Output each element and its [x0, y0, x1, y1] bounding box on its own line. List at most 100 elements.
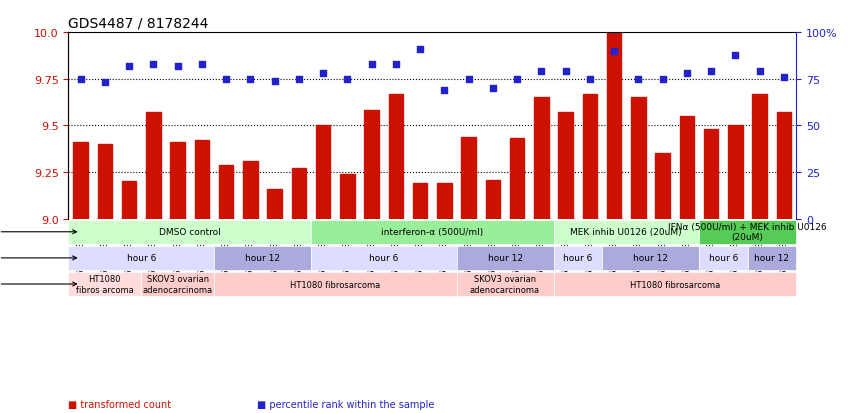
Point: [510, 76, 524, 83]
Bar: [170, 143, 185, 219]
Point: [98, 80, 111, 87]
Point: [389, 62, 403, 68]
Bar: [122, 182, 136, 219]
FancyBboxPatch shape: [141, 273, 214, 296]
FancyBboxPatch shape: [311, 221, 554, 244]
Text: SKOV3 ovarian
adenocarcinoma: SKOV3 ovarian adenocarcinoma: [470, 275, 540, 294]
Text: interferon-α (500U/ml): interferon-α (500U/ml): [381, 228, 484, 237]
Point: [122, 63, 136, 70]
Text: GDS4487 / 8178244: GDS4487 / 8178244: [68, 17, 209, 31]
Bar: [704, 130, 718, 219]
Text: hour 6: hour 6: [563, 254, 592, 263]
Bar: [292, 169, 306, 219]
Bar: [437, 184, 452, 219]
Point: [777, 74, 791, 81]
Bar: [389, 95, 403, 219]
Point: [268, 78, 282, 85]
FancyBboxPatch shape: [214, 273, 456, 296]
Point: [728, 52, 742, 59]
Point: [559, 69, 573, 76]
FancyBboxPatch shape: [68, 221, 311, 244]
Point: [753, 69, 767, 76]
Point: [462, 76, 476, 83]
Text: time: time: [0, 253, 76, 263]
Text: cell line: cell line: [0, 279, 76, 290]
Point: [170, 63, 185, 70]
Bar: [680, 117, 694, 219]
FancyBboxPatch shape: [602, 247, 699, 270]
FancyBboxPatch shape: [214, 247, 311, 270]
Bar: [461, 137, 476, 219]
Bar: [485, 180, 500, 219]
Point: [534, 69, 548, 76]
Point: [704, 69, 718, 76]
FancyBboxPatch shape: [311, 247, 456, 270]
Bar: [558, 113, 573, 219]
Point: [656, 76, 669, 83]
Point: [146, 62, 160, 68]
Text: hour 12: hour 12: [245, 254, 280, 263]
Bar: [776, 113, 791, 219]
Point: [365, 62, 378, 68]
Text: IFNα (500U/ml) + MEK inhib U0126
(20uM): IFNα (500U/ml) + MEK inhib U0126 (20uM): [669, 223, 827, 242]
Point: [341, 76, 354, 83]
Bar: [413, 184, 427, 219]
Bar: [728, 126, 743, 219]
Bar: [267, 190, 282, 219]
FancyBboxPatch shape: [699, 221, 796, 244]
Text: ■ transformed count: ■ transformed count: [68, 399, 171, 409]
Text: hour 12: hour 12: [754, 254, 789, 263]
Point: [316, 71, 330, 77]
Bar: [534, 98, 549, 219]
Bar: [98, 145, 112, 219]
Point: [243, 76, 257, 83]
Text: HT1080
fibros arcoma: HT1080 fibros arcoma: [76, 275, 134, 294]
Bar: [752, 95, 767, 219]
Text: hour 12: hour 12: [633, 254, 668, 263]
Point: [413, 47, 427, 53]
FancyBboxPatch shape: [554, 221, 699, 244]
Bar: [219, 165, 234, 219]
FancyBboxPatch shape: [456, 247, 554, 270]
Point: [608, 48, 621, 55]
Text: hour 12: hour 12: [488, 254, 522, 263]
Bar: [583, 95, 597, 219]
Text: hour 6: hour 6: [709, 254, 738, 263]
Bar: [656, 154, 670, 219]
FancyBboxPatch shape: [554, 247, 602, 270]
Text: HT1080 fibrosarcoma: HT1080 fibrosarcoma: [630, 280, 720, 289]
Bar: [316, 126, 330, 219]
Bar: [510, 139, 525, 219]
Bar: [194, 141, 209, 219]
Point: [74, 76, 87, 83]
Bar: [340, 175, 354, 219]
Point: [195, 62, 209, 68]
Bar: [607, 33, 621, 219]
FancyBboxPatch shape: [747, 247, 796, 270]
Text: MEK inhib U0126 (20uM): MEK inhib U0126 (20uM): [570, 228, 682, 237]
Point: [680, 71, 693, 77]
Text: agent: agent: [0, 227, 76, 237]
FancyBboxPatch shape: [68, 247, 214, 270]
Text: SKOV3 ovarian
adenocarcinoma: SKOV3 ovarian adenocarcinoma: [143, 275, 212, 294]
Point: [632, 76, 645, 83]
Text: DMSO control: DMSO control: [159, 228, 221, 237]
Bar: [74, 143, 88, 219]
Point: [437, 88, 451, 94]
Text: hour 6: hour 6: [127, 254, 156, 263]
FancyBboxPatch shape: [699, 247, 747, 270]
Text: ■ percentile rank within the sample: ■ percentile rank within the sample: [257, 399, 434, 409]
Point: [486, 85, 500, 92]
Bar: [365, 111, 379, 219]
Bar: [243, 161, 258, 219]
Bar: [631, 98, 645, 219]
Point: [583, 76, 597, 83]
Point: [292, 76, 306, 83]
Text: HT1080 fibrosarcoma: HT1080 fibrosarcoma: [290, 280, 380, 289]
Bar: [146, 113, 161, 219]
FancyBboxPatch shape: [68, 273, 141, 296]
FancyBboxPatch shape: [554, 273, 796, 296]
Text: hour 6: hour 6: [369, 254, 398, 263]
FancyBboxPatch shape: [456, 273, 554, 296]
Point: [219, 76, 233, 83]
